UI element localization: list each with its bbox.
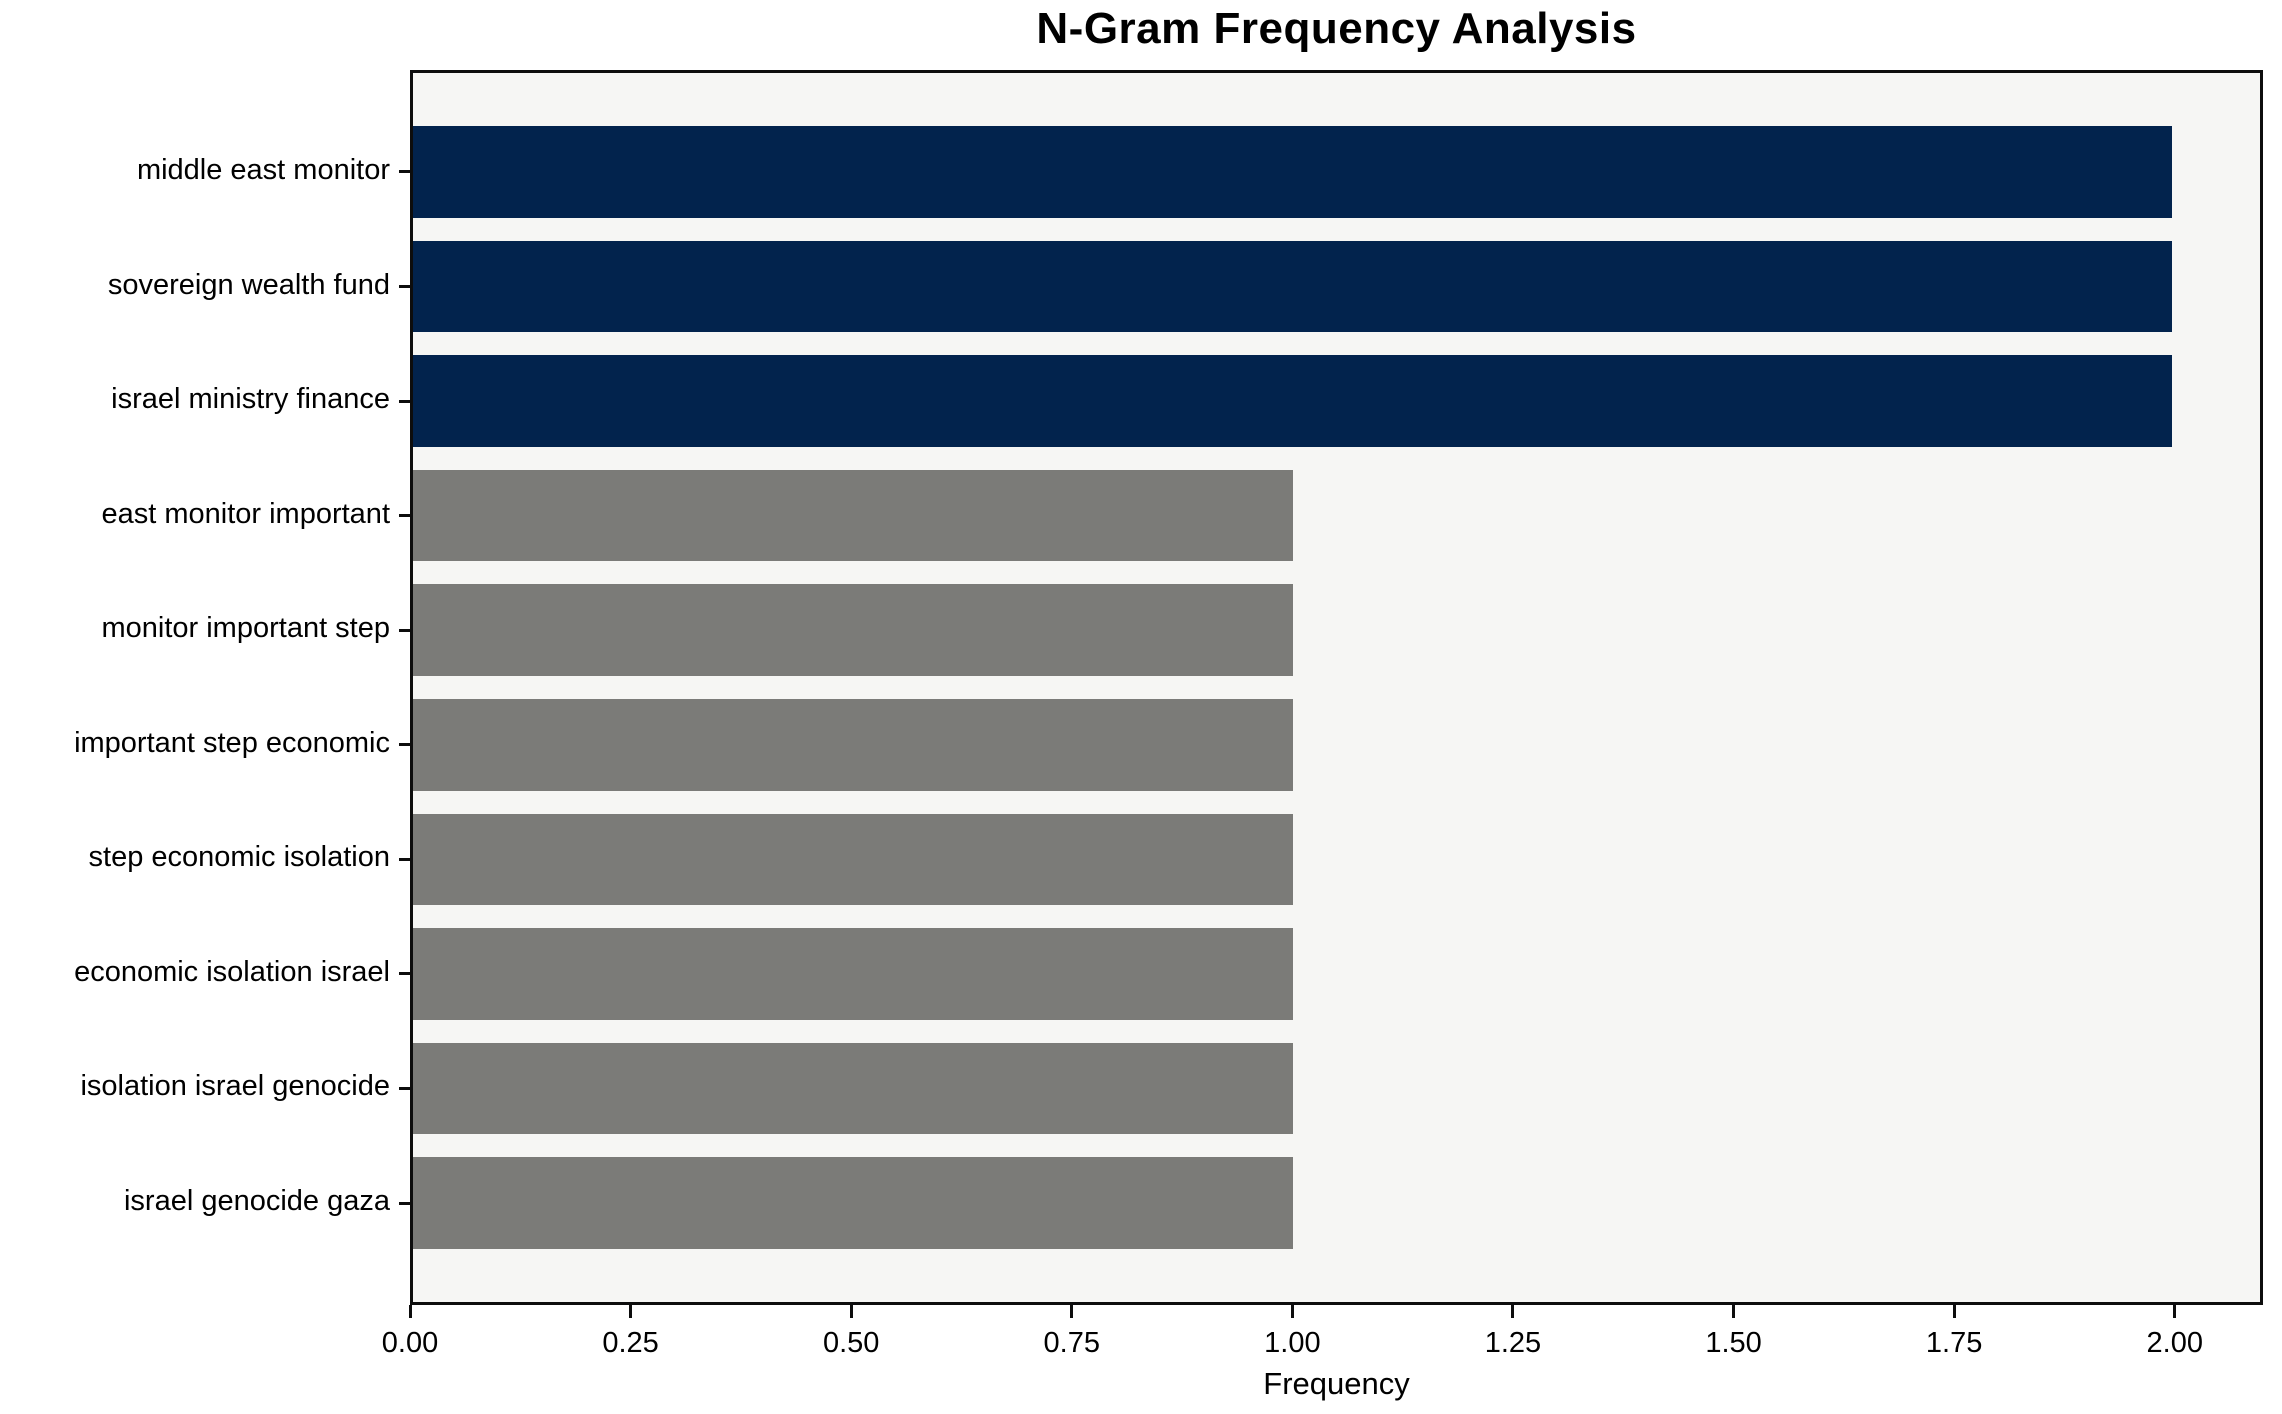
x-tick-label: 1.00 — [1264, 1327, 1321, 1359]
y-tick-mark — [399, 399, 410, 403]
x-tick-label: 1.75 — [1925, 1327, 1983, 1359]
bar — [413, 584, 1293, 677]
x-tick-label: 0.50 — [822, 1327, 880, 1359]
x-tick-mark — [1952, 1305, 1956, 1318]
x-tick-label: 0.75 — [1043, 1327, 1100, 1359]
y-tick-label: israel ministry finance — [111, 383, 390, 416]
x-tick-label: 1.50 — [1705, 1327, 1762, 1359]
x-tick-mark — [849, 1305, 853, 1318]
chart-title: N-Gram Frequency Analysis — [1036, 4, 1637, 53]
x-tick-mark — [1732, 1305, 1736, 1318]
bar — [413, 355, 2173, 447]
y-tick-mark — [399, 285, 410, 289]
y-tick-mark — [399, 857, 410, 861]
y-tick-mark — [399, 514, 410, 518]
y-tick-mark — [399, 1201, 410, 1205]
x-tick-label: 2.00 — [2146, 1327, 2203, 1359]
bar — [413, 1157, 1293, 1249]
x-tick-label: 1.25 — [1484, 1327, 1542, 1359]
y-tick-label: step economic isolation — [88, 841, 390, 874]
x-tick-mark — [408, 1305, 412, 1318]
y-tick-label: isolation israel genocide — [80, 1070, 390, 1103]
y-tick-mark — [399, 972, 410, 976]
y-tick-mark — [399, 743, 410, 747]
x-tick-mark — [1290, 1305, 1294, 1318]
y-tick-label: middle east monitor — [136, 153, 390, 186]
y-tick-mark — [399, 1086, 410, 1090]
y-tick-label: important step economic — [74, 726, 390, 759]
x-tick-label: 0.00 — [381, 1327, 439, 1359]
bar — [413, 698, 1293, 791]
x-tick-mark — [1511, 1305, 1515, 1318]
bar — [413, 928, 1293, 1020]
x-tick-mark — [1070, 1305, 1074, 1318]
x-tick-label: 0.25 — [602, 1327, 659, 1359]
y-tick-mark — [399, 628, 410, 632]
bar — [413, 1042, 1293, 1135]
y-tick-label: economic isolation israel — [74, 955, 390, 988]
bar — [413, 813, 1293, 906]
y-tick-label: israel genocide gaza — [123, 1185, 390, 1218]
bar — [413, 126, 2173, 218]
bar — [413, 240, 2173, 333]
y-tick-label: east monitor important — [101, 497, 390, 530]
x-tick-mark — [2173, 1305, 2177, 1318]
y-tick-mark — [399, 170, 410, 174]
plot-area — [410, 70, 2263, 1305]
y-tick-label: monitor important step — [101, 612, 390, 645]
y-tick-label: sovereign wealth fund — [107, 268, 390, 301]
x-tick-mark — [629, 1305, 633, 1318]
x-axis-label: Frequency — [1263, 1366, 1410, 1401]
bar — [413, 469, 1293, 562]
